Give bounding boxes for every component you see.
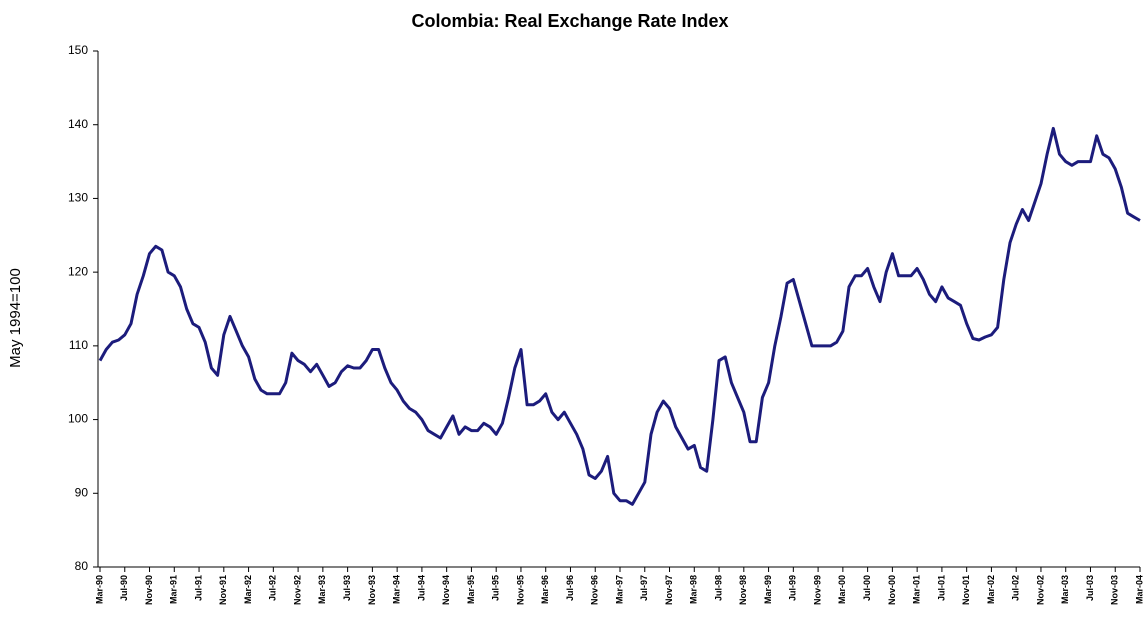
x-tick-label: Nov-96 (590, 575, 600, 605)
x-tick-label: Nov-91 (218, 575, 228, 605)
x-tick-label: Nov-01 (961, 575, 971, 605)
x-tick-label: Jul-99 (788, 575, 798, 601)
x-tick-label: Nov-95 (515, 575, 525, 605)
x-tick-label: Nov-97 (664, 575, 674, 605)
x-tick-label: Jul-96 (565, 575, 575, 601)
y-axis-label: May 1994=100 (7, 268, 24, 368)
x-tick-label: Jul-91 (193, 575, 203, 601)
y-tick-label: 150 (68, 43, 88, 57)
x-tick-label: Nov-00 (887, 575, 897, 605)
x-tick-label: Mar-95 (466, 575, 476, 604)
x-tick-label: Nov-92 (292, 575, 302, 605)
x-tick-label: Nov-99 (812, 575, 822, 605)
x-tick-label: Mar-98 (689, 575, 699, 604)
x-tick-label: Mar-92 (243, 575, 253, 604)
y-tick-label: 90 (75, 485, 89, 499)
x-tick-label: Jul-92 (268, 575, 278, 601)
x-tick-label: Mar-94 (392, 575, 402, 604)
chart-title: Colombia: Real Exchange Rate Index (411, 11, 728, 31)
x-tick-label: Jul-00 (862, 575, 872, 601)
y-tick-label: 100 (68, 412, 88, 426)
x-tick-label: Mar-96 (540, 575, 550, 604)
x-tick-label: Jul-90 (119, 575, 129, 601)
x-tick-label: Mar-04 (1134, 575, 1144, 604)
x-tick-label: Nov-03 (1110, 575, 1120, 605)
x-tick-label: Jul-03 (1085, 575, 1095, 601)
x-tick-label: Jul-97 (639, 575, 649, 601)
x-tick-label: Jul-94 (416, 575, 426, 601)
y-tick-label: 120 (68, 264, 88, 278)
x-tick-label: Jul-01 (936, 575, 946, 601)
x-tick-label: Mar-93 (317, 575, 327, 604)
x-tick-label: Mar-99 (763, 575, 773, 604)
line (98, 126, 1141, 506)
x-tick-label: Nov-90 (144, 575, 154, 605)
y-tick-label: 140 (68, 117, 88, 131)
x-tick-label: Jul-98 (713, 575, 723, 601)
x-tick-label: Mar-02 (986, 575, 996, 604)
y-tick-label: 110 (69, 338, 88, 352)
x-tick-label: Mar-97 (614, 575, 624, 604)
x-tick-label: Mar-00 (837, 575, 847, 604)
x-tick-label: Nov-93 (367, 575, 377, 605)
x-tick-label: Jul-93 (342, 575, 352, 601)
x-tick-label: Jul-02 (1011, 575, 1021, 601)
x-tick-label: Nov-94 (441, 575, 451, 605)
x-tick-label: Mar-01 (912, 575, 922, 604)
y-tick-label: 80 (75, 559, 89, 573)
y-tick-label: 130 (68, 191, 88, 205)
x-tick-label: Nov-02 (1035, 575, 1045, 605)
x-tick-label: Mar-91 (169, 575, 179, 604)
x-tick-label: Mar-90 (94, 575, 104, 604)
x-tick-label: Mar-03 (1060, 575, 1070, 604)
x-tick-label: Nov-98 (738, 575, 748, 605)
x-tick-label: Jul-95 (491, 575, 501, 601)
